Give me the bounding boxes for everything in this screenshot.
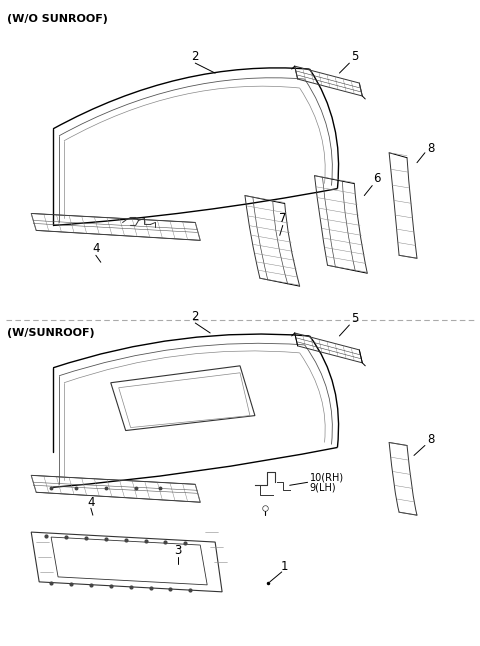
Text: 4: 4 [92, 242, 99, 255]
Text: 4: 4 [87, 495, 95, 509]
Text: 5: 5 [351, 311, 358, 324]
Text: (W/SUNROOF): (W/SUNROOF) [7, 328, 95, 338]
Text: 2: 2 [192, 50, 199, 63]
Text: 6: 6 [373, 172, 381, 185]
Text: 8: 8 [427, 142, 434, 155]
Text: 10(RH): 10(RH) [310, 472, 344, 483]
Text: 2: 2 [192, 309, 199, 322]
Text: 9(LH): 9(LH) [310, 483, 336, 492]
Text: 3: 3 [175, 543, 182, 556]
Text: (W/O SUNROOF): (W/O SUNROOF) [7, 14, 108, 25]
Text: 5: 5 [351, 50, 358, 63]
Text: 8: 8 [427, 433, 434, 446]
Text: 7: 7 [279, 212, 287, 225]
Text: 1: 1 [281, 561, 288, 574]
